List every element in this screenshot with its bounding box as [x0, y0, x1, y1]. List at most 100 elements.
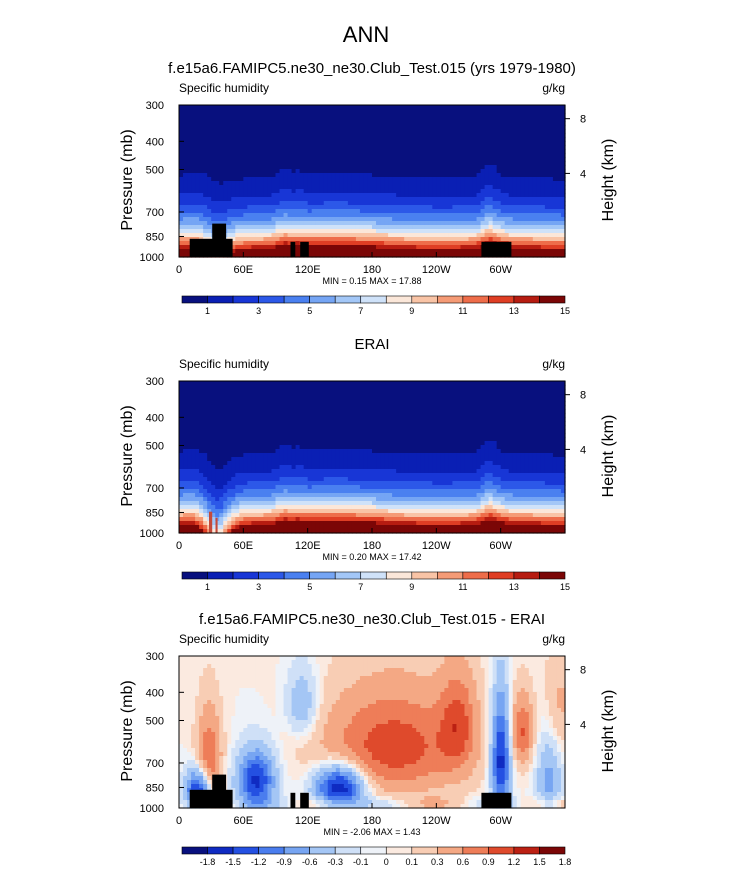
heatmap-cell: [508, 225, 514, 230]
heatmap-cell: [323, 237, 329, 242]
heatmap-cell: [468, 149, 474, 154]
heatmap-cell: [299, 237, 305, 242]
heatmap-cell: [363, 225, 369, 230]
heatmap-cell: [508, 185, 514, 190]
heatmap-cell: [492, 109, 498, 114]
heatmap-cell: [219, 381, 224, 386]
heatmap-cell: [464, 181, 470, 186]
heatmap-cell: [367, 393, 373, 398]
heatmap-cell: [412, 137, 417, 142]
heatmap-cell: [392, 225, 397, 230]
heatmap-cell: [239, 205, 244, 210]
heatmap-cell: [528, 189, 534, 194]
heatmap-cell: [231, 137, 236, 142]
heatmap-cell: [524, 161, 530, 166]
heatmap-cell: [223, 413, 228, 418]
heatmap-cell: [251, 129, 256, 134]
heatmap-cell: [444, 201, 449, 206]
heatmap-cell: [339, 217, 345, 222]
heatmap-cell: [408, 153, 413, 158]
heatmap-cell: [500, 133, 506, 138]
heatmap-cell: [215, 385, 220, 390]
heatmap-cell: [231, 129, 236, 134]
heatmap-cell: [476, 141, 482, 146]
heatmap-cell: [243, 173, 248, 178]
heatmap-cell: [327, 253, 333, 258]
heatmap-cell: [263, 153, 269, 158]
heatmap-cell: [351, 389, 357, 394]
heatmap-cell: [416, 385, 421, 390]
heatmap-cell: [464, 205, 470, 210]
heatmap-cell: [283, 137, 289, 142]
heatmap-cell: [400, 113, 405, 118]
heatmap-cell: [400, 125, 405, 130]
heatmap-cell: [492, 161, 498, 166]
heatmap-cell: [464, 173, 470, 178]
heatmap-cell: [327, 413, 333, 418]
heatmap-cell: [275, 129, 281, 134]
heatmap-cell: [508, 153, 514, 158]
heatmap-cell: [456, 253, 462, 258]
heatmap-cell: [223, 125, 228, 130]
heatmap-cell: [408, 125, 413, 130]
heatmap-cell: [187, 209, 192, 214]
heatmap-cell: [492, 165, 498, 170]
heatmap-cell: [267, 425, 273, 430]
heatmap-cell: [460, 169, 466, 174]
heatmap-cell: [376, 125, 381, 130]
heatmap-cell: [223, 117, 228, 122]
heatmap-cell: [255, 153, 261, 158]
heatmap-cell: [271, 141, 277, 146]
heatmap-cell: [319, 221, 325, 226]
heatmap-cell: [191, 393, 196, 398]
heatmap-cell: [243, 129, 248, 134]
heatmap-cell: [428, 249, 433, 254]
heatmap-cell: [440, 157, 445, 162]
heatmap-cell: [552, 393, 558, 398]
heatmap-cell: [444, 145, 449, 150]
heatmap-cell: [223, 421, 228, 426]
heatmap-cell: [347, 421, 353, 426]
heatmap-cell: [339, 253, 345, 258]
heatmap-cell: [227, 409, 232, 414]
heatmap-cell: [548, 197, 554, 202]
heatmap-cell: [259, 209, 265, 214]
heatmap-cell: [548, 405, 554, 410]
heatmap-cell: [231, 205, 236, 210]
heatmap-cell: [335, 189, 341, 194]
heatmap-cell: [263, 177, 269, 182]
heatmap-cell: [339, 153, 345, 158]
heatmap-cell: [283, 397, 289, 402]
heatmap-cell: [351, 217, 357, 222]
heatmap-cell: [199, 145, 204, 150]
heatmap-cell: [528, 409, 534, 414]
heatmap-cell: [444, 165, 449, 170]
heatmap-cell: [191, 105, 196, 110]
heatmap-cell: [440, 205, 445, 210]
heatmap-cell: [428, 237, 433, 242]
heatmap-cell: [484, 153, 490, 158]
heatmap-cell: [283, 121, 289, 126]
heatmap-cell: [536, 177, 542, 182]
heatmap-cell: [343, 249, 349, 254]
heatmap-cell: [400, 213, 405, 218]
heatmap-cell: [195, 221, 200, 226]
heatmap-cell: [227, 125, 232, 130]
heatmap-cell: [179, 245, 184, 250]
heatmap-cell: [480, 237, 486, 242]
heatmap-cell: [235, 409, 240, 414]
heatmap-cell: [359, 133, 365, 138]
heatmap-cell: [327, 181, 333, 186]
heatmap-cell: [396, 157, 401, 162]
heatmap-cell: [267, 249, 273, 254]
heatmap-cell: [420, 397, 425, 402]
heatmap-cell: [191, 413, 196, 418]
heatmap-cell: [291, 169, 297, 174]
heatmap-cell: [183, 429, 188, 434]
heatmap-cell: [211, 161, 216, 166]
heatmap-cell: [323, 241, 329, 246]
heatmap-cell: [179, 417, 184, 422]
heatmap-cell: [472, 109, 478, 114]
heatmap-cell: [283, 217, 289, 222]
heatmap-cell: [392, 201, 397, 206]
